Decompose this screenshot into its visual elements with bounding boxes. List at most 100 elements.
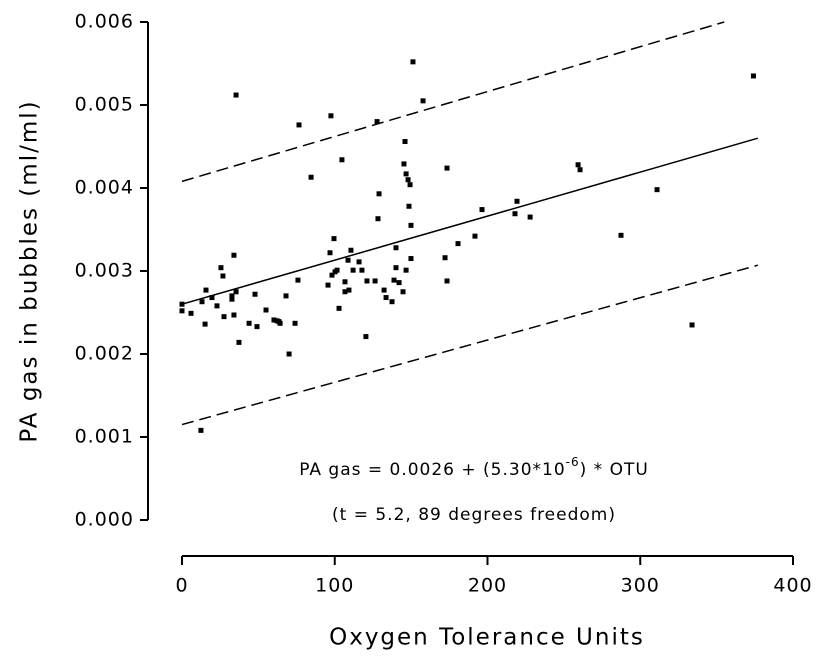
point — [214, 303, 220, 309]
point — [252, 291, 258, 297]
point — [329, 272, 335, 278]
point — [383, 295, 389, 301]
y-tick-label: 0.001 — [75, 426, 134, 448]
point — [393, 265, 399, 271]
point — [342, 289, 348, 295]
x-tick-label: 400 — [773, 575, 812, 597]
point — [514, 198, 520, 204]
point — [348, 247, 354, 253]
point — [577, 167, 583, 173]
x-tick-label: 200 — [468, 575, 507, 597]
point — [406, 203, 412, 209]
point — [403, 171, 409, 177]
point — [403, 267, 409, 273]
point — [364, 278, 370, 284]
point — [325, 282, 331, 288]
point — [220, 273, 226, 279]
point — [444, 278, 450, 284]
point — [231, 312, 237, 318]
point — [229, 293, 235, 299]
point — [336, 305, 342, 311]
annotation-sup: -6 — [566, 455, 580, 469]
point — [236, 339, 242, 345]
point — [328, 113, 334, 119]
y-tick-label: 0.005 — [75, 94, 134, 116]
point — [356, 259, 362, 265]
point — [202, 321, 208, 327]
point — [374, 119, 380, 125]
point — [188, 310, 194, 316]
point — [376, 191, 382, 197]
point — [179, 308, 185, 314]
point — [296, 122, 302, 128]
point — [203, 287, 209, 293]
x-tick-label: 100 — [315, 575, 354, 597]
annotation-text: (t = 5.2, 89 degrees freedom) — [332, 505, 616, 525]
point — [229, 296, 235, 302]
point — [334, 267, 340, 273]
point — [400, 289, 406, 295]
point — [346, 287, 352, 293]
point — [283, 293, 289, 299]
point — [363, 334, 369, 340]
point — [408, 222, 414, 228]
annotation-text: PA gas = 0.0026 + (5.30*10 — [299, 460, 565, 480]
annotation-rest: ) * OTU — [580, 460, 649, 480]
point — [286, 351, 292, 357]
point — [408, 256, 414, 262]
point — [231, 252, 237, 258]
point — [198, 427, 204, 433]
point — [218, 265, 224, 271]
x-axis-title: Oxygen Tolerance Units — [329, 625, 645, 651]
point — [308, 174, 314, 180]
point — [375, 216, 381, 222]
y-tick-label: 0.000 — [75, 509, 134, 531]
annotation: PA gas = 0.0026 + (5.30*10-6) * OTU — [299, 455, 649, 481]
point — [512, 211, 518, 217]
point — [381, 287, 387, 293]
y-tick-label: 0.004 — [75, 177, 134, 199]
point — [372, 278, 378, 284]
point — [345, 257, 351, 263]
annotation: (t = 5.2, 89 degrees freedom) — [332, 505, 616, 525]
point — [396, 280, 402, 286]
point — [277, 320, 283, 326]
point — [209, 295, 215, 301]
point — [254, 324, 260, 330]
point — [527, 214, 533, 220]
point — [420, 98, 426, 104]
point — [199, 299, 205, 305]
x-tick-label: 300 — [621, 575, 660, 597]
point — [221, 314, 227, 320]
point — [401, 161, 407, 167]
point — [472, 233, 478, 239]
regression-line — [181, 137, 759, 305]
point — [271, 317, 277, 323]
y-tick-label: 0.003 — [75, 260, 134, 282]
point — [402, 139, 408, 145]
point — [750, 73, 756, 79]
point — [444, 165, 450, 171]
point — [339, 157, 345, 163]
point — [292, 320, 298, 326]
x-tick-label: 0 — [175, 575, 188, 597]
point — [233, 289, 239, 295]
point — [263, 307, 269, 313]
point — [179, 301, 185, 307]
point — [405, 177, 411, 183]
point — [575, 162, 581, 168]
point — [455, 241, 461, 247]
point — [295, 277, 301, 283]
point — [342, 279, 348, 285]
y-tick-label: 0.002 — [75, 343, 134, 365]
point — [654, 187, 660, 193]
point — [407, 182, 413, 188]
y-axis-title: PA gas in bubbles (ml/ml) — [17, 99, 43, 442]
point — [331, 236, 337, 242]
point — [618, 232, 624, 238]
band-line — [181, 264, 759, 426]
band-line — [181, 21, 725, 183]
point — [246, 320, 252, 326]
